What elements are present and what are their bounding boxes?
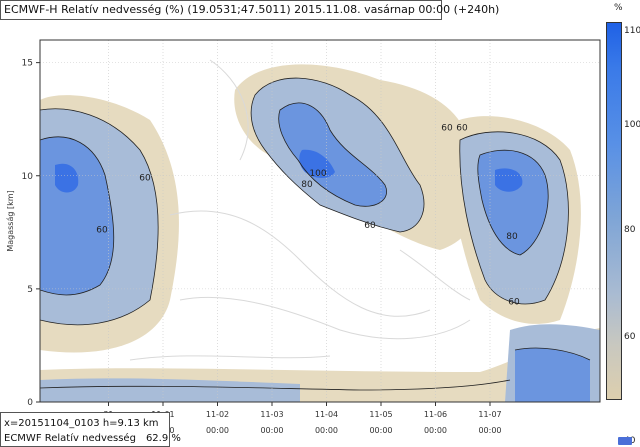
contour-label: 60	[441, 124, 453, 134]
contour-label: 100	[309, 169, 326, 179]
x-tick-date: 11-06	[424, 410, 447, 419]
chart-title: ECMWF-H Relatív nedvesség (%) (19.0531;4…	[0, 0, 499, 20]
colorbar-unit: %	[614, 3, 623, 13]
x-tick-time: 00:00	[206, 426, 229, 435]
y-tick-label: 5	[27, 285, 33, 295]
contour-label: 60	[456, 124, 468, 134]
contour-label: 80	[506, 232, 518, 242]
expand-icon[interactable]	[618, 437, 632, 445]
y-axis-label: Magasság [km]	[6, 190, 15, 251]
contour-label: 60	[96, 225, 108, 235]
readout-position: x=20151104_0103 h=9.13 km	[4, 418, 159, 429]
x-tick-date: 11-04	[315, 410, 338, 419]
contour-label: 60	[508, 298, 520, 308]
contour-label: 60	[364, 221, 376, 231]
y-tick-label: 0	[27, 398, 33, 408]
plot-frame	[39, 39, 601, 403]
x-tick-date: 11-05	[369, 410, 392, 419]
x-tick-time: 00:00	[315, 426, 338, 435]
colorbar-tick-60: 60	[624, 332, 636, 342]
x-tick-time: 00:00	[424, 426, 447, 435]
x-tick-date: 11-07	[478, 410, 501, 419]
x-tick-time: 00:00	[369, 426, 392, 435]
x-tick-date: 11-03	[260, 410, 283, 419]
cursor-readout: x=20151104_0103 h=9.13 km ECMWF Relatív …	[0, 412, 181, 447]
x-tick-date: 11-02	[206, 410, 229, 419]
readout-value: 62.9 %	[145, 433, 181, 444]
contour-label: 60	[139, 173, 151, 183]
colorbar-tick-110: 110	[624, 26, 640, 36]
colorbar-tick-100: 100	[624, 120, 640, 130]
y-tick-label: 10	[22, 172, 34, 182]
readout-label: ECMWF Relatív nedvesség	[4, 433, 136, 444]
colorbar-tick-80: 80	[624, 225, 636, 235]
y-tick-label: 15	[22, 59, 33, 69]
colorbar	[606, 22, 622, 400]
contour-label: 80	[301, 180, 313, 190]
x-tick-time: 00:00	[260, 426, 283, 435]
x-tick-time: 00:00	[478, 426, 501, 435]
